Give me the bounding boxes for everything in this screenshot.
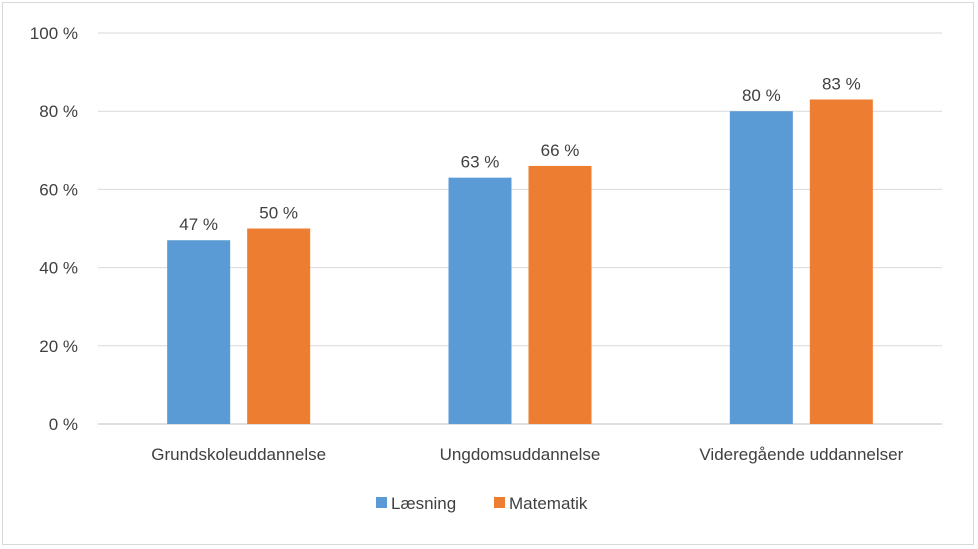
y-tick-label: 40 % [39, 259, 78, 278]
bar-lsning [167, 240, 231, 424]
y-tick-label: 80 % [39, 102, 78, 121]
legend-label: Matematik [509, 494, 588, 513]
bar-matematik [809, 99, 873, 424]
x-tick-label: Grundskoleuddannelse [151, 445, 326, 464]
x-tick-label: Videregående uddannelser [699, 445, 903, 464]
bar-lsning [729, 111, 793, 424]
bar-lsning [448, 177, 512, 424]
data-label: 50 % [259, 204, 298, 223]
legend-label: Læsning [391, 494, 456, 513]
bar-matematik [528, 165, 592, 424]
data-label: 63 % [461, 153, 500, 172]
y-tick-label: 60 % [39, 180, 78, 199]
data-label: 47 % [179, 215, 218, 234]
x-tick-label: Ungdomsuddannelse [440, 445, 601, 464]
data-label: 83 % [822, 74, 861, 93]
legend-swatch [376, 497, 387, 508]
y-tick-label: 100 % [30, 24, 78, 43]
y-tick-label: 20 % [39, 337, 78, 356]
legend-swatch [494, 497, 505, 508]
y-tick-label: 0 % [49, 415, 78, 434]
data-label: 66 % [541, 141, 580, 160]
data-label: 80 % [742, 86, 781, 105]
bar-matematik [247, 228, 311, 424]
